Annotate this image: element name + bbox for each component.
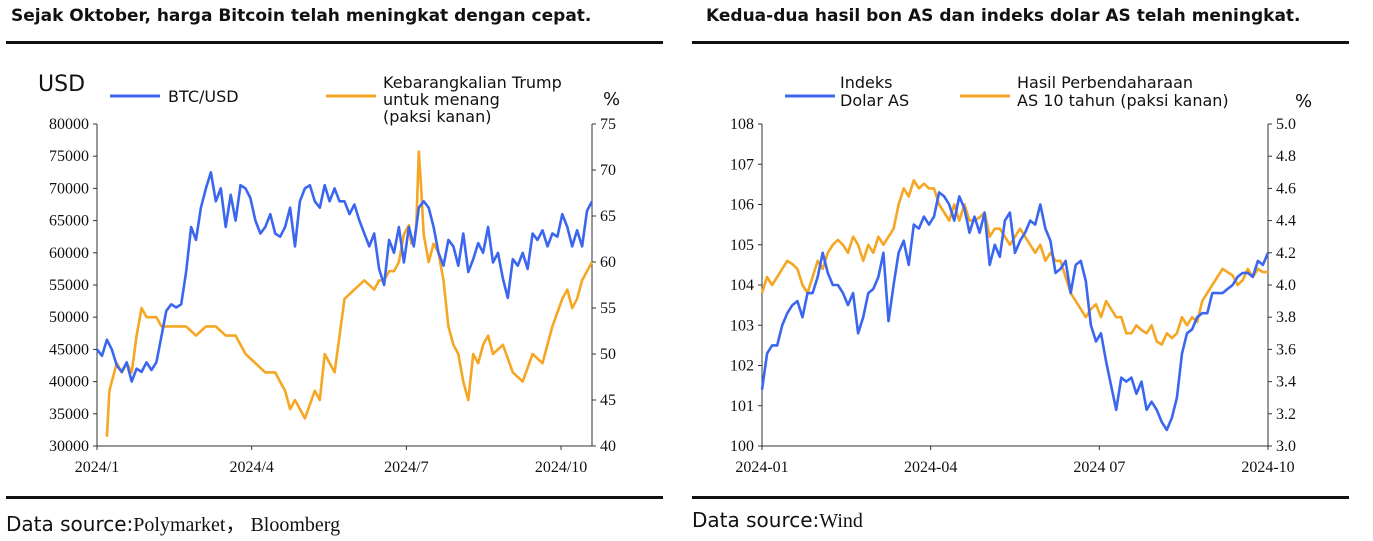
y2-tick-label: 4.6 — [1276, 180, 1296, 197]
y-tick-label: 106 — [730, 197, 754, 214]
y2-tick-label: 4.8 — [1276, 148, 1296, 165]
y2-tick-label: 3.2 — [1276, 406, 1296, 423]
y2-tick-label: 65 — [600, 208, 616, 225]
right-source-value: Wind — [819, 510, 863, 532]
y2-tick-label: 75 — [600, 116, 616, 133]
y-tick-label: 101 — [730, 398, 754, 415]
right-chart-title: Kedua-dua hasil bon AS dan indeks dolar … — [706, 6, 1301, 26]
chart-1-axes: 80000 75000 70000 65000 60000 55000 50000 45000… — [49, 116, 616, 476]
y-tick-label: 100 — [730, 438, 754, 455]
y-tick-label: 102 — [730, 358, 754, 375]
left-source-label: Data source: — [6, 512, 134, 536]
y2-tick-label: 4.4 — [1276, 213, 1296, 230]
y-tick-label: 50000 — [49, 309, 89, 326]
series-btc-usd — [95, 171, 594, 383]
left-source-value: Polymarket， Bloomberg — [133, 514, 341, 536]
unit-left-label: USD — [38, 72, 85, 97]
x-tick-label: 2024-10 — [1241, 459, 1294, 476]
x-tick-label: 2024/7 — [384, 459, 428, 476]
y-tick-label: 30000 — [49, 438, 89, 455]
y2-tick-label: 70 — [600, 162, 616, 179]
y-tick-label: 104 — [730, 277, 754, 294]
legend-label-ust-line: AS 10 tahun (paksi kanan) — [1017, 91, 1229, 110]
unit-right-label: % — [603, 89, 620, 110]
y-tick-label: 70000 — [49, 180, 89, 197]
legend-label-dxy-line: Dolar AS — [840, 91, 909, 110]
right-source-label: Data source: — [692, 508, 820, 532]
x-tick-label: 2024-01 — [735, 459, 788, 476]
series-dollar-index — [760, 191, 1270, 432]
legend-label-trump-line: untuk menang — [383, 90, 500, 109]
y2-tick-label: 55 — [600, 300, 616, 317]
series-trump-probability — [105, 150, 594, 437]
y2-tick-label: 5.0 — [1276, 116, 1296, 133]
legend-label-trump-line: Kebarangkalian Trump — [383, 73, 562, 92]
y-tick-label: 45000 — [49, 341, 89, 358]
y2-tick-label: 4.2 — [1276, 245, 1296, 262]
left-data-source: Data source:Polymarket， Bloomberg — [6, 508, 340, 537]
left-title-rule — [6, 41, 663, 44]
y2-tick-label: 4.0 — [1276, 277, 1296, 294]
right-data-source: Data source:Wind — [692, 508, 863, 533]
series-us-10y-yield — [760, 179, 1268, 346]
legend-label-trump-line: (paksi kanan) — [383, 107, 491, 126]
y-tick-label: 108 — [730, 116, 754, 133]
chart-2-axes: 108 107 106 105 104 103 102 101 100 5.0 4.8 4.6 4.4 4… — [730, 116, 1296, 476]
y2-tick-label: 50 — [600, 346, 616, 363]
y2-tick-label: 40 — [600, 438, 616, 455]
right-title-rule — [692, 41, 1349, 44]
y-tick-label: 103 — [730, 317, 754, 334]
y-tick-label: 105 — [730, 237, 754, 254]
x-tick-label: 2024/10 — [535, 459, 587, 476]
y-tick-label: 35000 — [49, 406, 89, 423]
y-tick-label: 80000 — [49, 116, 89, 133]
left-bottom-rule — [6, 496, 663, 499]
legend-label-dxy-line: Indeks — [840, 73, 892, 92]
right-bottom-rule — [692, 496, 1349, 499]
left-chart-title: Sejak Oktober, harga Bitcoin telah menin… — [11, 6, 592, 26]
y2-tick-label: 3.0 — [1276, 438, 1296, 455]
unit-right-label: % — [1295, 91, 1312, 112]
y-tick-label: 40000 — [49, 374, 89, 391]
y-tick-label: 75000 — [49, 148, 89, 165]
y-tick-label: 60000 — [49, 245, 89, 262]
x-tick-label: 2024-04 — [904, 459, 957, 476]
y-tick-label: 65000 — [49, 213, 89, 230]
y2-tick-label: 3.4 — [1276, 374, 1296, 391]
y2-tick-label: 60 — [600, 254, 616, 271]
y2-tick-label: 3.6 — [1276, 341, 1296, 358]
x-tick-label: 2024/4 — [229, 459, 273, 476]
y-tick-label: 55000 — [49, 277, 89, 294]
y2-tick-label: 3.8 — [1276, 309, 1296, 326]
y2-tick-label: 45 — [600, 392, 616, 409]
x-tick-label: 2024/1 — [75, 459, 119, 476]
x-tick-label: 2024 07 — [1073, 459, 1125, 476]
legend-label-ust-line: Hasil Perbendaharaan — [1017, 73, 1193, 92]
legend-label-btc: BTC/USD — [168, 87, 239, 106]
y-tick-label: 107 — [730, 156, 754, 173]
